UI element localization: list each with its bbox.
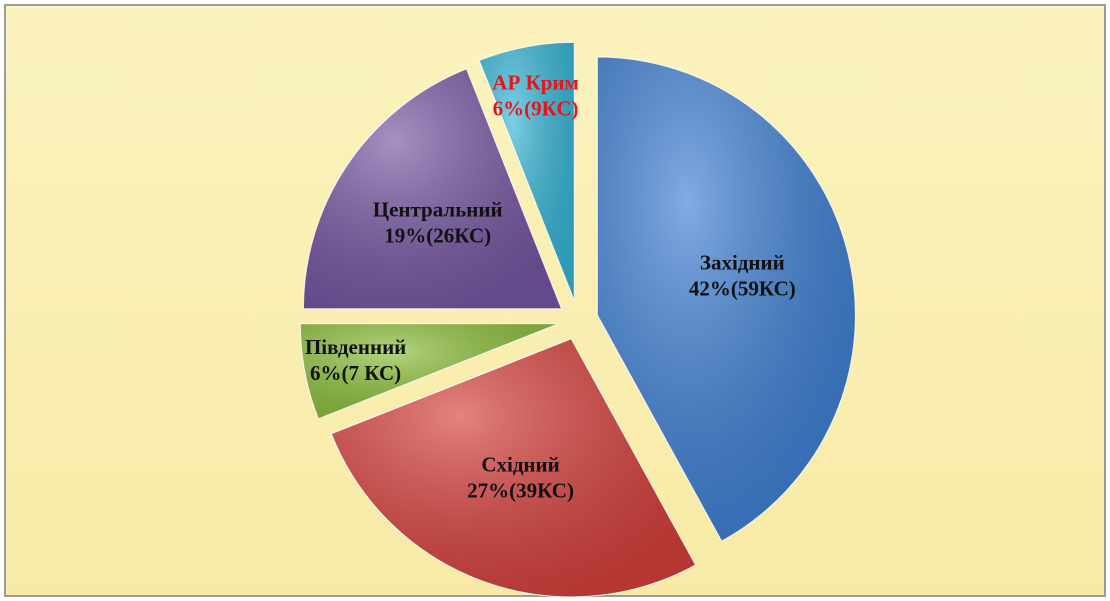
slice-shine xyxy=(303,68,562,309)
slice-category: Західний xyxy=(700,251,785,275)
slice-value-label: 6%(7 КС) xyxy=(310,361,401,385)
slice-category: Центральний xyxy=(373,197,503,221)
slice-value-label: 19%(26КС) xyxy=(384,223,491,247)
slice-category: Південний xyxy=(305,335,406,359)
slice-shine xyxy=(597,57,856,542)
slice-value-label: 27%(39КС) xyxy=(467,478,574,502)
slice-shine xyxy=(300,323,559,419)
slice-value-label: 42%(59КС) xyxy=(689,277,796,301)
slice-category: АР Крим xyxy=(492,70,579,94)
slice-value-label: 6%(9КС) xyxy=(493,96,579,120)
slice-shine xyxy=(331,338,696,597)
slice-category: Східний xyxy=(481,452,559,476)
slice-shine xyxy=(479,42,575,301)
